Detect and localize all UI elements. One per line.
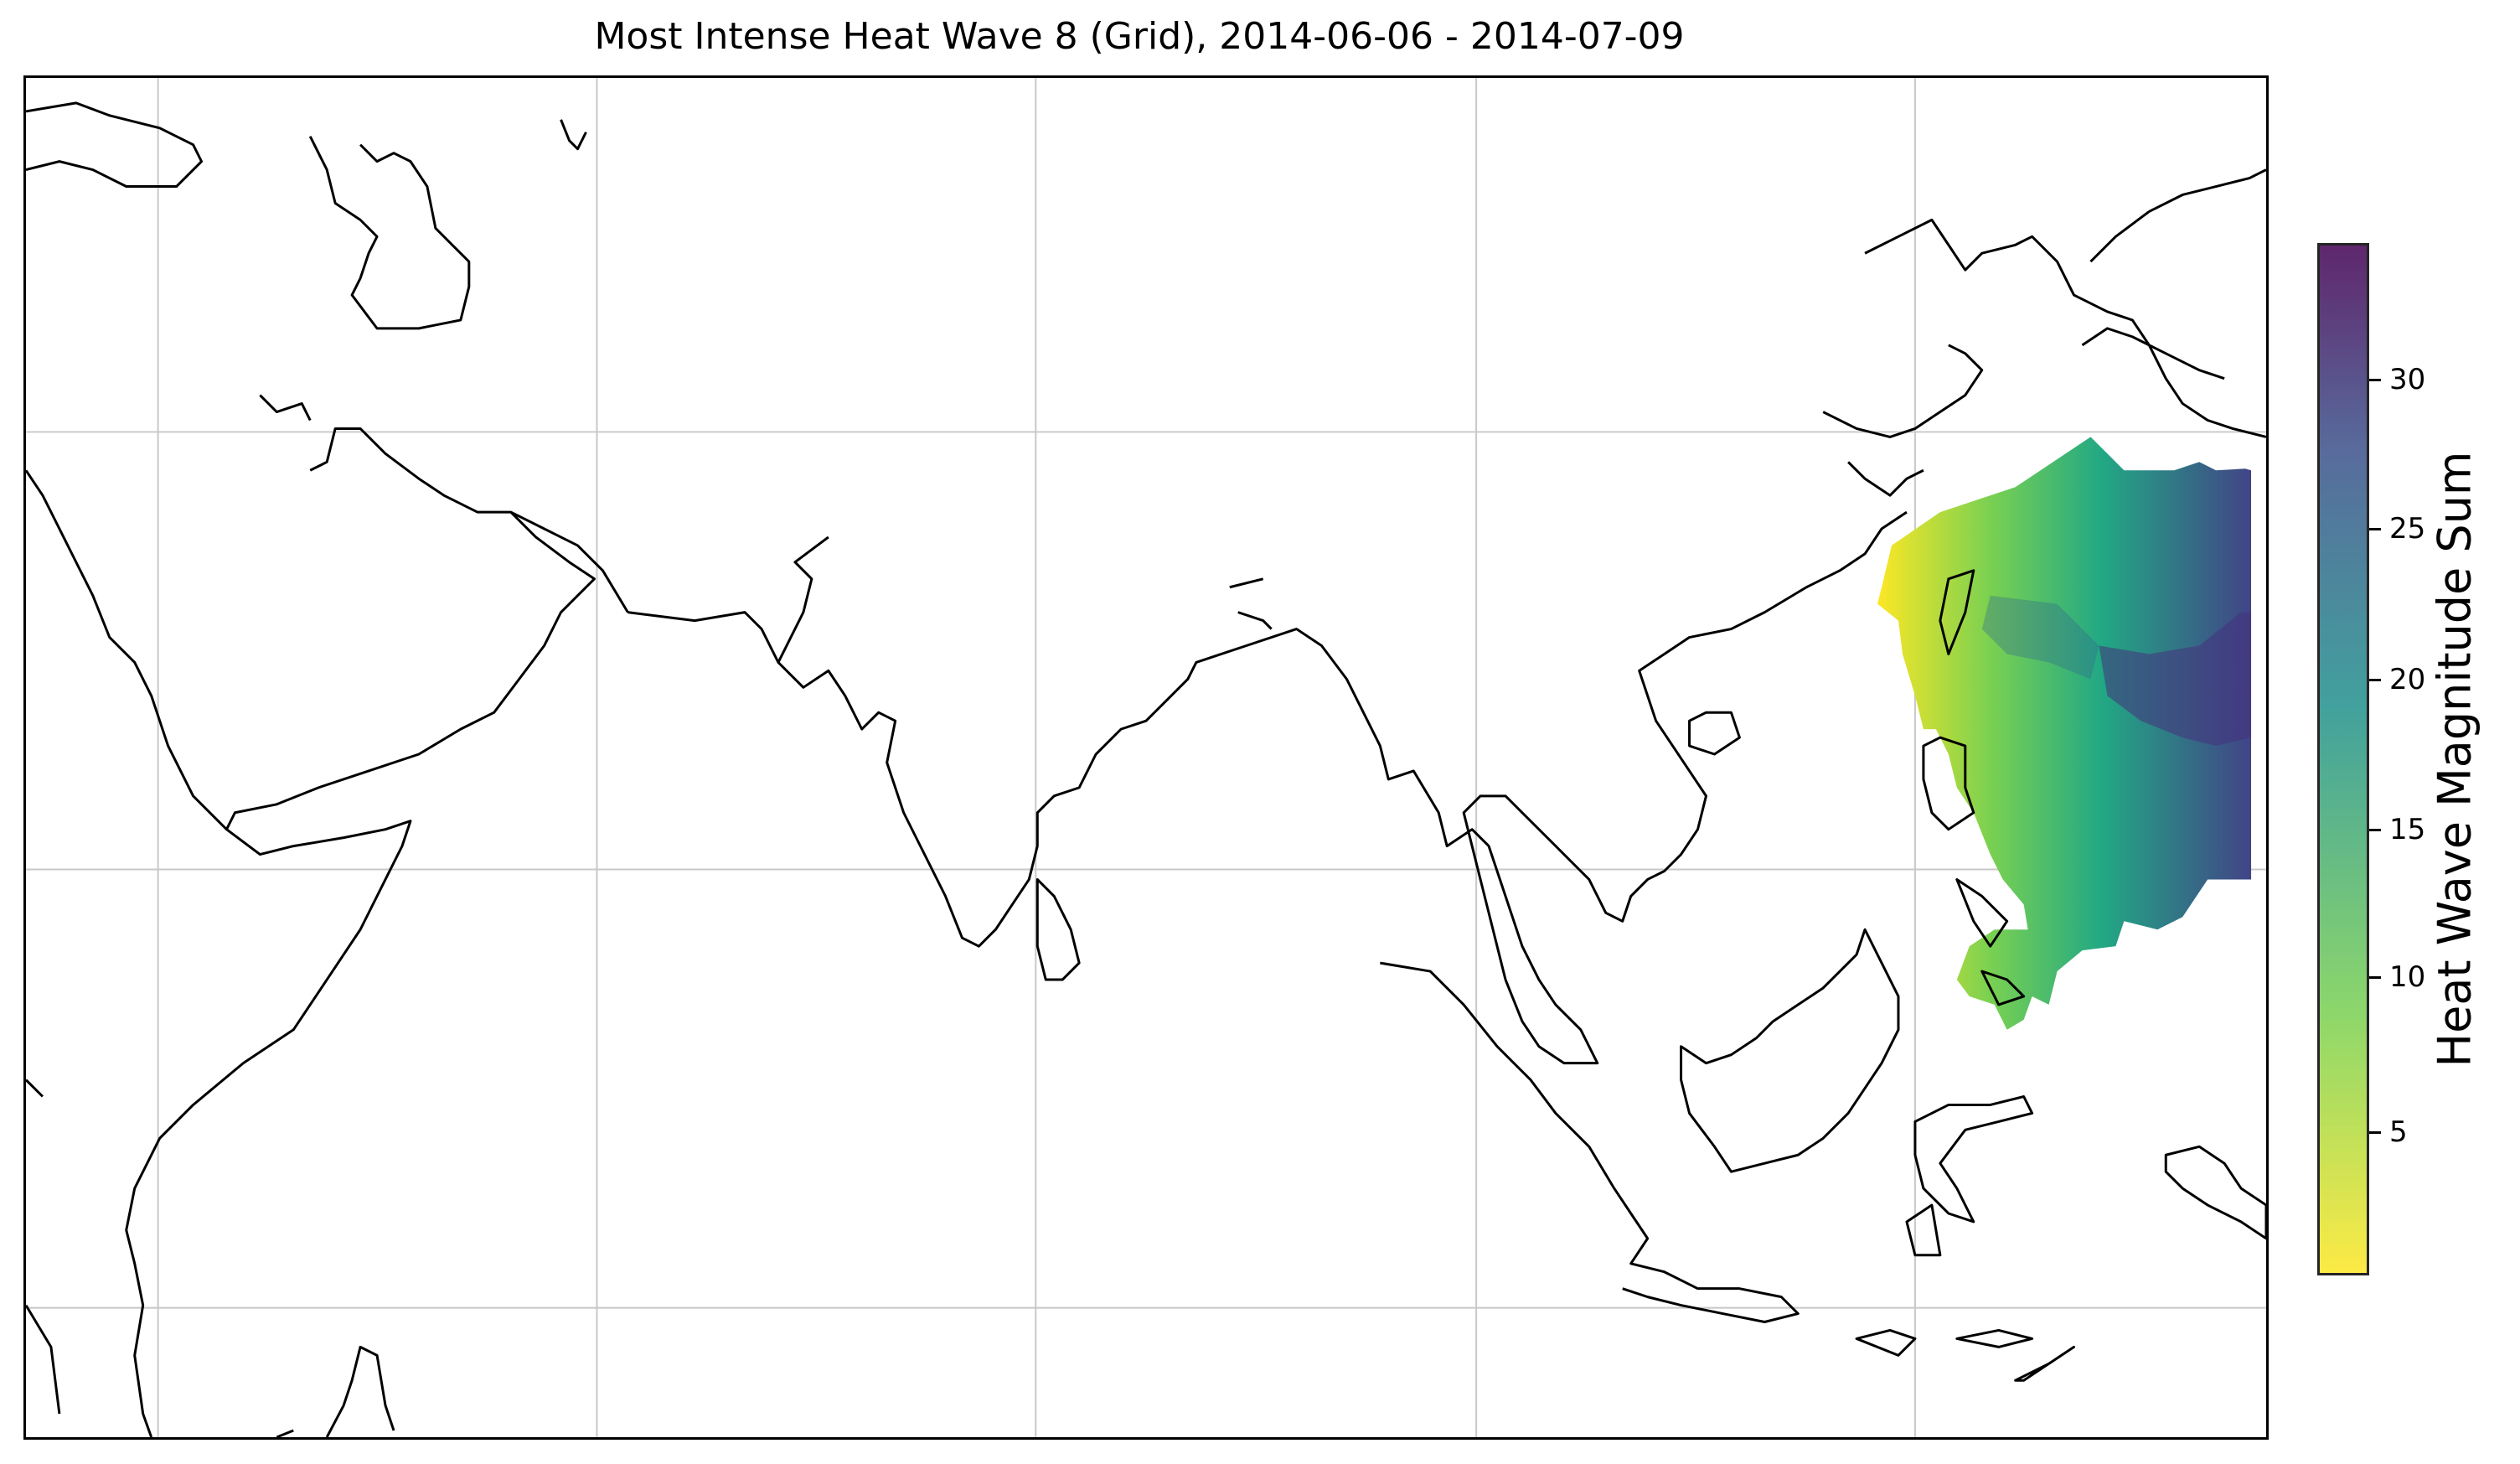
colorbar-tick xyxy=(2369,679,2381,681)
coastline-indian-subcontinent-east xyxy=(1229,577,1273,630)
colorbar-tick-label: 10 xyxy=(2389,960,2426,994)
coastline-red-sea-arabia xyxy=(26,427,596,831)
coastline-borneo xyxy=(1680,928,1900,1173)
coastline-hainan xyxy=(1688,711,1741,756)
coastline-china-bohai xyxy=(1822,344,1984,497)
coastline-new-guinea xyxy=(2164,1145,2266,1240)
coastline-sumatra-java xyxy=(1380,961,1800,1324)
coastline-gulf xyxy=(510,510,629,613)
coastline-black-sea xyxy=(308,136,471,330)
coastline-taiwan xyxy=(1939,569,1975,655)
coastline-japan-east xyxy=(2089,168,2266,263)
colorbar-tick xyxy=(2369,1131,2381,1134)
chart-title: Most Intense Heat Wave 8 (Grid), 2014-06… xyxy=(594,15,1685,58)
colorbar-tick xyxy=(2369,976,2381,979)
colorbar xyxy=(2317,243,2369,1275)
coastline-philippines xyxy=(1922,736,2026,1006)
colorbar-tick-label: 5 xyxy=(2389,1115,2408,1149)
coastline-europe-north xyxy=(26,101,204,189)
coastline-pakistan xyxy=(777,535,829,664)
heatwave-core xyxy=(2099,612,2252,747)
colorbar-tick xyxy=(2369,379,2381,381)
colorbar-tick-label: 30 xyxy=(2389,363,2426,396)
colorbar-label: Heat Wave Magnitude Sum xyxy=(2428,451,2481,1068)
colorbar-tick xyxy=(2369,829,2381,831)
coastline-caspian xyxy=(560,119,587,151)
gridlines xyxy=(26,78,2266,1437)
colorbar-tick xyxy=(2369,528,2381,530)
coastline-sri-lanka xyxy=(1035,877,1081,981)
coastline-southeast-asia xyxy=(1462,510,1908,980)
coastline-lesser-sunda xyxy=(1855,1328,2076,1382)
coastline-africa-east xyxy=(125,820,412,1437)
map-canvas xyxy=(26,78,2266,1437)
map-panel xyxy=(23,75,2269,1440)
colorbar-tick-label: 20 xyxy=(2389,663,2426,696)
heatwave-grid-layer xyxy=(1877,437,2252,1030)
coastline-sulawesi-moluccas xyxy=(1905,1095,2034,1257)
coastline-korea-japan xyxy=(1864,218,2266,438)
colorbar-tick-label: 15 xyxy=(2389,813,2426,846)
coastlines xyxy=(26,101,2266,1437)
coastline-persia-india xyxy=(627,611,1599,1065)
coastline-arabian-inland xyxy=(259,394,312,422)
colorbar-tick-label: 25 xyxy=(2389,512,2426,546)
coastline-africa-south xyxy=(26,1079,395,1437)
